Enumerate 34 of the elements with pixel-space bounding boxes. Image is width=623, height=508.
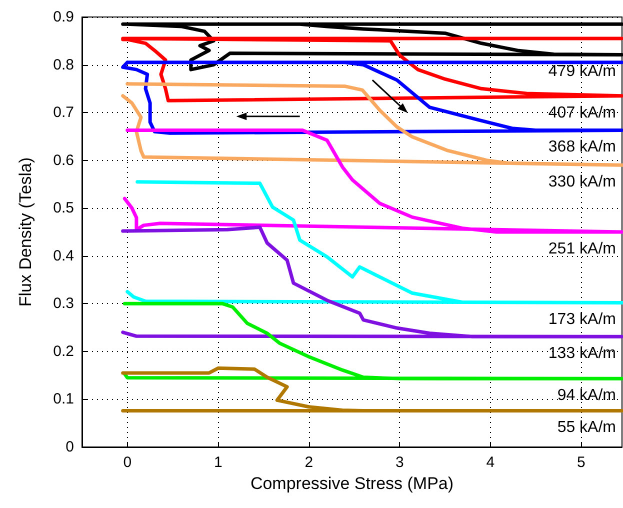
y-tick-label: 0.3 (53, 295, 74, 312)
line-series (121, 366, 623, 412)
y-tick-label: 0.6 (53, 152, 74, 169)
y-tick-label: 0.8 (53, 56, 74, 74)
series-label: 133 kA/m (548, 345, 616, 362)
y-tick-label: 0.9 (53, 8, 74, 26)
line-series (122, 128, 623, 234)
x-tick-label: 2 (304, 454, 314, 471)
line-series (121, 225, 623, 338)
series-label: 479 kA/m (548, 63, 616, 80)
x-tick-label: 1 (214, 454, 222, 471)
y-tick-label: 0.7 (53, 104, 74, 122)
series-label: 173 kA/m (548, 311, 616, 328)
x-axis-title: Compressive Stress (MPa) (250, 474, 454, 493)
line-series (122, 302, 623, 380)
y-axis-title: Flux Density (Tesla) (16, 157, 35, 307)
line-series (121, 36, 623, 102)
y-tick-label: 0 (66, 438, 74, 456)
series-label: 407 kA/m (548, 104, 616, 122)
x-tick-label: 5 (576, 454, 586, 471)
series-label: 55 kA/m (557, 419, 616, 436)
series-label: 251 kA/m (548, 240, 616, 258)
y-tick-label: 0.5 (53, 200, 74, 217)
x-tick-label: 0 (123, 454, 132, 471)
x-tick-label: 4 (486, 454, 495, 471)
series-label: 368 kA/m (548, 138, 616, 156)
series-label: 330 kA/m (548, 174, 616, 191)
series-label: 94 kA/m (557, 387, 616, 404)
line-series (121, 82, 623, 167)
line-series (121, 60, 623, 135)
y-tick-label: 0.4 (53, 247, 74, 264)
y-tick-label: 0.1 (53, 390, 74, 408)
x-tick-label: 3 (395, 454, 404, 471)
y-tick-label: 0.2 (53, 342, 74, 360)
